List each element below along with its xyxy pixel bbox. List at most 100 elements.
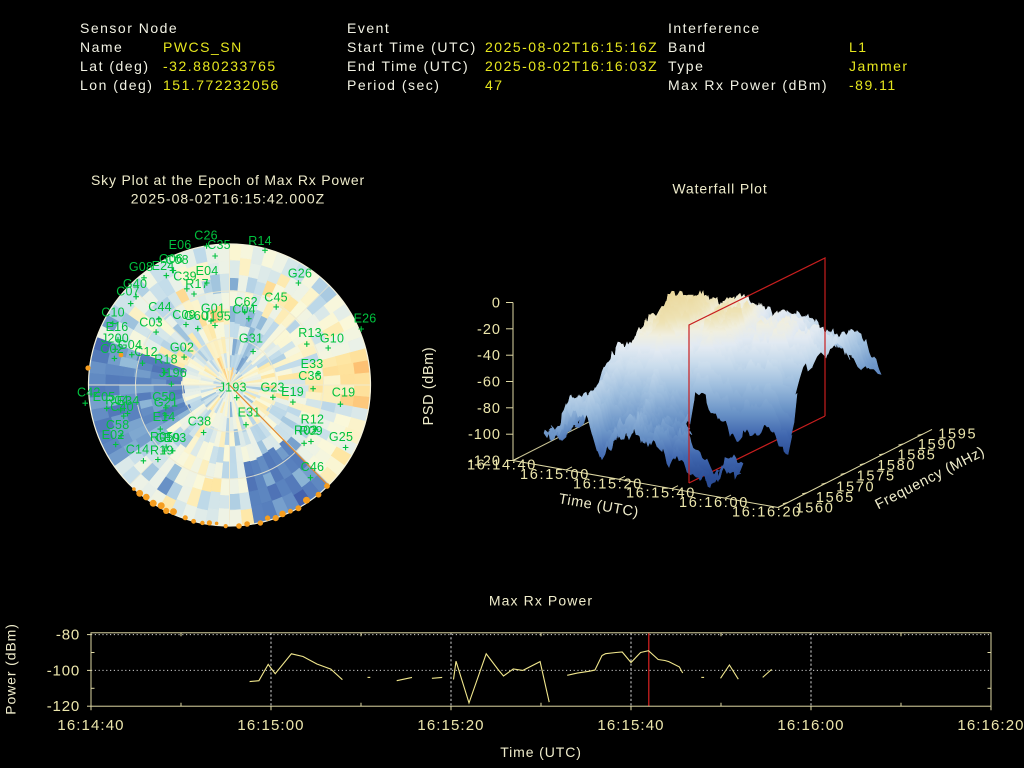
svg-text:C14: C14 — [126, 442, 150, 456]
svg-text:PSD (dBm): PSD (dBm) — [421, 347, 437, 426]
svg-text:16:14:40: 16:14:40 — [57, 717, 124, 734]
svg-text:2025-08-02T16:16:03Z: 2025-08-02T16:16:03Z — [485, 58, 658, 74]
svg-text:E14: E14 — [153, 410, 176, 424]
svg-text:E24: E24 — [152, 259, 175, 273]
svg-text:G04: G04 — [118, 338, 142, 352]
svg-text:Time (UTC): Time (UTC) — [500, 744, 582, 760]
svg-text:R19: R19 — [150, 443, 174, 457]
svg-text:2025-08-02T16:15:16Z: 2025-08-02T16:15:16Z — [485, 39, 658, 55]
svg-text:-100: -100 — [468, 427, 501, 443]
svg-text:C44: C44 — [148, 300, 172, 314]
svg-text:R05: R05 — [150, 430, 174, 444]
svg-text:E31: E31 — [238, 406, 261, 420]
svg-text:C04: C04 — [232, 303, 256, 317]
svg-text:E26: E26 — [354, 311, 377, 325]
svg-text:G26: G26 — [288, 267, 312, 281]
svg-text:Event: Event — [347, 20, 390, 36]
svg-text:0: 0 — [492, 296, 501, 312]
svg-text:C03: C03 — [139, 316, 163, 330]
svg-text:J196: J196 — [159, 366, 187, 380]
svg-text:E34: E34 — [117, 394, 140, 408]
svg-text:E04: E04 — [196, 264, 219, 278]
svg-text:C10: C10 — [101, 306, 125, 320]
svg-text:G60: G60 — [184, 309, 208, 323]
svg-text:1580: 1580 — [877, 458, 916, 474]
svg-text:R13: R13 — [298, 326, 322, 340]
svg-text:C12: C12 — [134, 345, 158, 359]
svg-text:-80: -80 — [56, 627, 80, 644]
svg-text:C09: C09 — [172, 308, 196, 322]
svg-text:16:16:20: 16:16:20 — [957, 717, 1024, 734]
svg-text:Max Rx Power (dBm): Max Rx Power (dBm) — [668, 77, 828, 93]
svg-text:C19: C19 — [332, 386, 356, 400]
svg-text:Waterfall Plot: Waterfall Plot — [672, 181, 767, 197]
svg-text:E06: E06 — [169, 238, 192, 252]
svg-text:R14: R14 — [248, 234, 272, 248]
svg-text:R12: R12 — [301, 412, 325, 426]
svg-text:2025-08-02T16:15:42.000Z: 2025-08-02T16:15:42.000Z — [131, 191, 325, 207]
svg-text:1565: 1565 — [816, 490, 855, 506]
svg-text:G02: G02 — [170, 341, 194, 355]
svg-text:-40: -40 — [477, 348, 501, 364]
svg-text:-32.880233765: -32.880233765 — [163, 58, 277, 74]
svg-text:16:16:00: 16:16:00 — [679, 495, 749, 511]
svg-text:C62: C62 — [234, 295, 258, 309]
svg-text:C26: C26 — [194, 229, 218, 243]
svg-text:E33: E33 — [301, 357, 324, 371]
svg-text:Type: Type — [668, 58, 704, 74]
svg-text:G19: G19 — [156, 431, 180, 445]
svg-text:C38: C38 — [188, 415, 212, 429]
svg-text:Sky Plot at the Epoch of Max R: Sky Plot at the Epoch of Max Rx Power — [91, 172, 365, 188]
svg-text:16:15:20: 16:15:20 — [573, 476, 643, 492]
svg-text:C35: C35 — [207, 238, 231, 252]
svg-text:Lon (deg): Lon (deg) — [80, 77, 153, 93]
svg-text:Power (dBm): Power (dBm) — [3, 623, 19, 715]
svg-text:-20: -20 — [477, 322, 501, 338]
svg-text:Start Time (UTC): Start Time (UTC) — [347, 39, 477, 55]
svg-text:C42: C42 — [77, 386, 101, 400]
svg-text:16:15:20: 16:15:20 — [417, 717, 484, 734]
svg-text:1585: 1585 — [897, 448, 936, 464]
svg-text:G06: G06 — [159, 252, 183, 266]
svg-text:-120: -120 — [47, 698, 80, 715]
svg-text:151.772232056: 151.772232056 — [163, 77, 280, 93]
svg-text:Jammer: Jammer — [849, 58, 909, 74]
svg-text:Max Rx Power: Max Rx Power — [489, 593, 593, 609]
svg-text:C02: C02 — [100, 342, 124, 356]
svg-text:E03: E03 — [164, 431, 187, 445]
svg-text:R02: R02 — [294, 423, 318, 437]
svg-text:J195: J195 — [203, 310, 231, 324]
svg-text:1595: 1595 — [938, 426, 977, 442]
svg-text:PWCS_SN: PWCS_SN — [163, 39, 243, 55]
svg-text:G25: G25 — [329, 430, 353, 444]
svg-text:Lat (deg): Lat (deg) — [80, 58, 150, 74]
svg-text:Period (sec): Period (sec) — [347, 77, 440, 93]
svg-text:G31: G31 — [239, 332, 263, 346]
svg-text:1560: 1560 — [795, 501, 834, 517]
svg-text:E02: E02 — [102, 428, 125, 442]
svg-text:G01: G01 — [201, 302, 225, 316]
svg-text:R04: R04 — [105, 394, 129, 408]
svg-text:-80: -80 — [477, 401, 501, 417]
svg-text:-60: -60 — [477, 374, 501, 390]
svg-text:G10: G10 — [320, 332, 344, 346]
svg-text:C50: C50 — [152, 390, 176, 404]
svg-text:E05: E05 — [93, 390, 116, 404]
svg-text:R09: R09 — [299, 424, 323, 438]
svg-text:G23: G23 — [260, 380, 284, 394]
svg-text:End Time (UTC): End Time (UTC) — [347, 58, 469, 74]
svg-text:16:16:20: 16:16:20 — [732, 505, 802, 521]
svg-text:C39: C39 — [173, 270, 197, 284]
svg-text:1575: 1575 — [857, 469, 896, 485]
svg-text:J200: J200 — [101, 332, 129, 346]
svg-text:G08: G08 — [129, 260, 153, 274]
svg-text:47: 47 — [485, 77, 504, 93]
svg-text:C46: C46 — [301, 460, 325, 474]
svg-text:1590: 1590 — [918, 437, 957, 453]
svg-text:Sensor Node: Sensor Node — [80, 20, 178, 36]
svg-text:J193: J193 — [219, 380, 247, 394]
svg-text:Interference: Interference — [668, 20, 761, 36]
svg-text:1570: 1570 — [836, 479, 875, 495]
svg-text:-89.11: -89.11 — [849, 77, 897, 93]
svg-text:L1: L1 — [849, 39, 868, 55]
